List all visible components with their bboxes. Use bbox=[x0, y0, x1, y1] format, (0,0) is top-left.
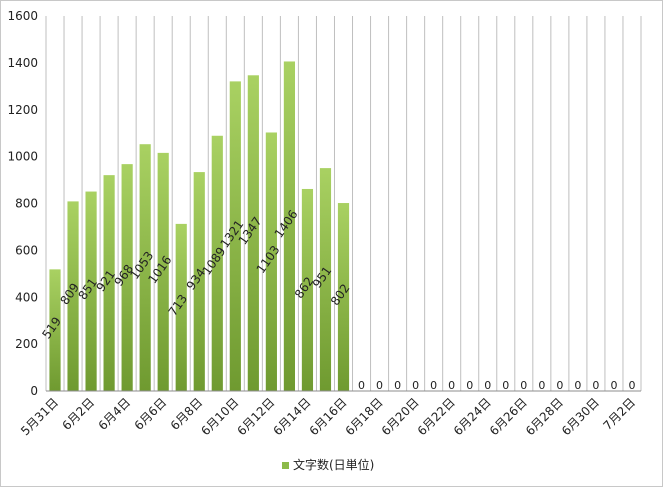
bar bbox=[211, 135, 223, 391]
y-tick-label: 800 bbox=[15, 197, 38, 211]
data-label: 0 bbox=[394, 379, 401, 392]
x-tick-label: 6月18日 bbox=[343, 395, 386, 438]
x-tick-label: 6月20日 bbox=[379, 395, 422, 438]
y-tick-label: 1600 bbox=[7, 9, 38, 23]
data-label: 0 bbox=[538, 379, 545, 392]
bar bbox=[229, 81, 241, 391]
bar bbox=[301, 188, 314, 391]
x-tick-label: 6月28日 bbox=[523, 395, 566, 438]
x-tick-label: 6月6日 bbox=[132, 395, 170, 433]
y-tick-label: 400 bbox=[15, 290, 38, 304]
bar bbox=[337, 203, 350, 391]
y-tick-label: 1400 bbox=[7, 56, 38, 70]
data-label: 0 bbox=[430, 379, 437, 392]
bars bbox=[49, 61, 350, 391]
bar bbox=[175, 223, 187, 391]
bar bbox=[265, 132, 277, 391]
bar bbox=[157, 152, 169, 391]
data-label: 0 bbox=[448, 379, 455, 392]
bar bbox=[67, 201, 79, 391]
y-axis: 0 200 400 600 800 1000 1200 1400 1600 bbox=[7, 9, 38, 398]
y-tick-label: 1200 bbox=[7, 103, 38, 117]
bar bbox=[193, 172, 205, 391]
legend-label: 文字数(日単位) bbox=[293, 457, 374, 472]
x-axis: 5月31日6月2日6月4日6月6日6月8日6月10日6月12日6月14日6月16… bbox=[18, 390, 641, 438]
x-tick-label: 6月26日 bbox=[487, 395, 530, 438]
data-label: 0 bbox=[358, 379, 365, 392]
bar bbox=[283, 61, 295, 391]
bar bbox=[49, 269, 61, 391]
data-label: 0 bbox=[592, 379, 599, 392]
y-tick-label: 200 bbox=[15, 337, 38, 351]
x-tick-label: 6月4日 bbox=[96, 395, 134, 433]
bar bbox=[103, 175, 115, 391]
x-tick-label: 6月10日 bbox=[198, 395, 241, 438]
data-label: 0 bbox=[574, 379, 581, 392]
bar bbox=[121, 164, 133, 391]
y-tick-label: 0 bbox=[30, 384, 38, 398]
bar bbox=[85, 191, 97, 391]
legend-swatch bbox=[282, 462, 289, 469]
x-tick-label: 6月24日 bbox=[451, 395, 494, 438]
x-tick-label: 5月31日 bbox=[18, 395, 61, 438]
x-tick-label: 7月2日 bbox=[600, 395, 638, 433]
legend: 文字数(日単位) bbox=[282, 457, 374, 472]
x-tick-label: 6月2日 bbox=[60, 395, 98, 433]
data-label: 0 bbox=[412, 379, 419, 392]
x-tick-label: 6月14日 bbox=[270, 395, 313, 438]
bar bbox=[139, 144, 151, 391]
data-label: 0 bbox=[484, 379, 491, 392]
x-tick-label: 6月22日 bbox=[415, 395, 458, 438]
y-tick-label: 1000 bbox=[7, 150, 38, 164]
data-label: 0 bbox=[376, 379, 383, 392]
x-tick-label: 6月12日 bbox=[234, 395, 277, 438]
grid-lines bbox=[45, 16, 642, 391]
data-label: 0 bbox=[520, 379, 527, 392]
data-label: 0 bbox=[628, 379, 635, 392]
data-label: 0 bbox=[466, 379, 473, 392]
data-label: 0 bbox=[556, 379, 563, 392]
data-label: 0 bbox=[502, 379, 509, 392]
x-tick-label: 6月16日 bbox=[307, 395, 350, 438]
x-tick-label: 6月30日 bbox=[559, 395, 602, 438]
bar bbox=[319, 168, 332, 391]
y-tick-label: 600 bbox=[15, 243, 38, 257]
bar bbox=[247, 75, 259, 391]
data-label: 0 bbox=[610, 379, 617, 392]
